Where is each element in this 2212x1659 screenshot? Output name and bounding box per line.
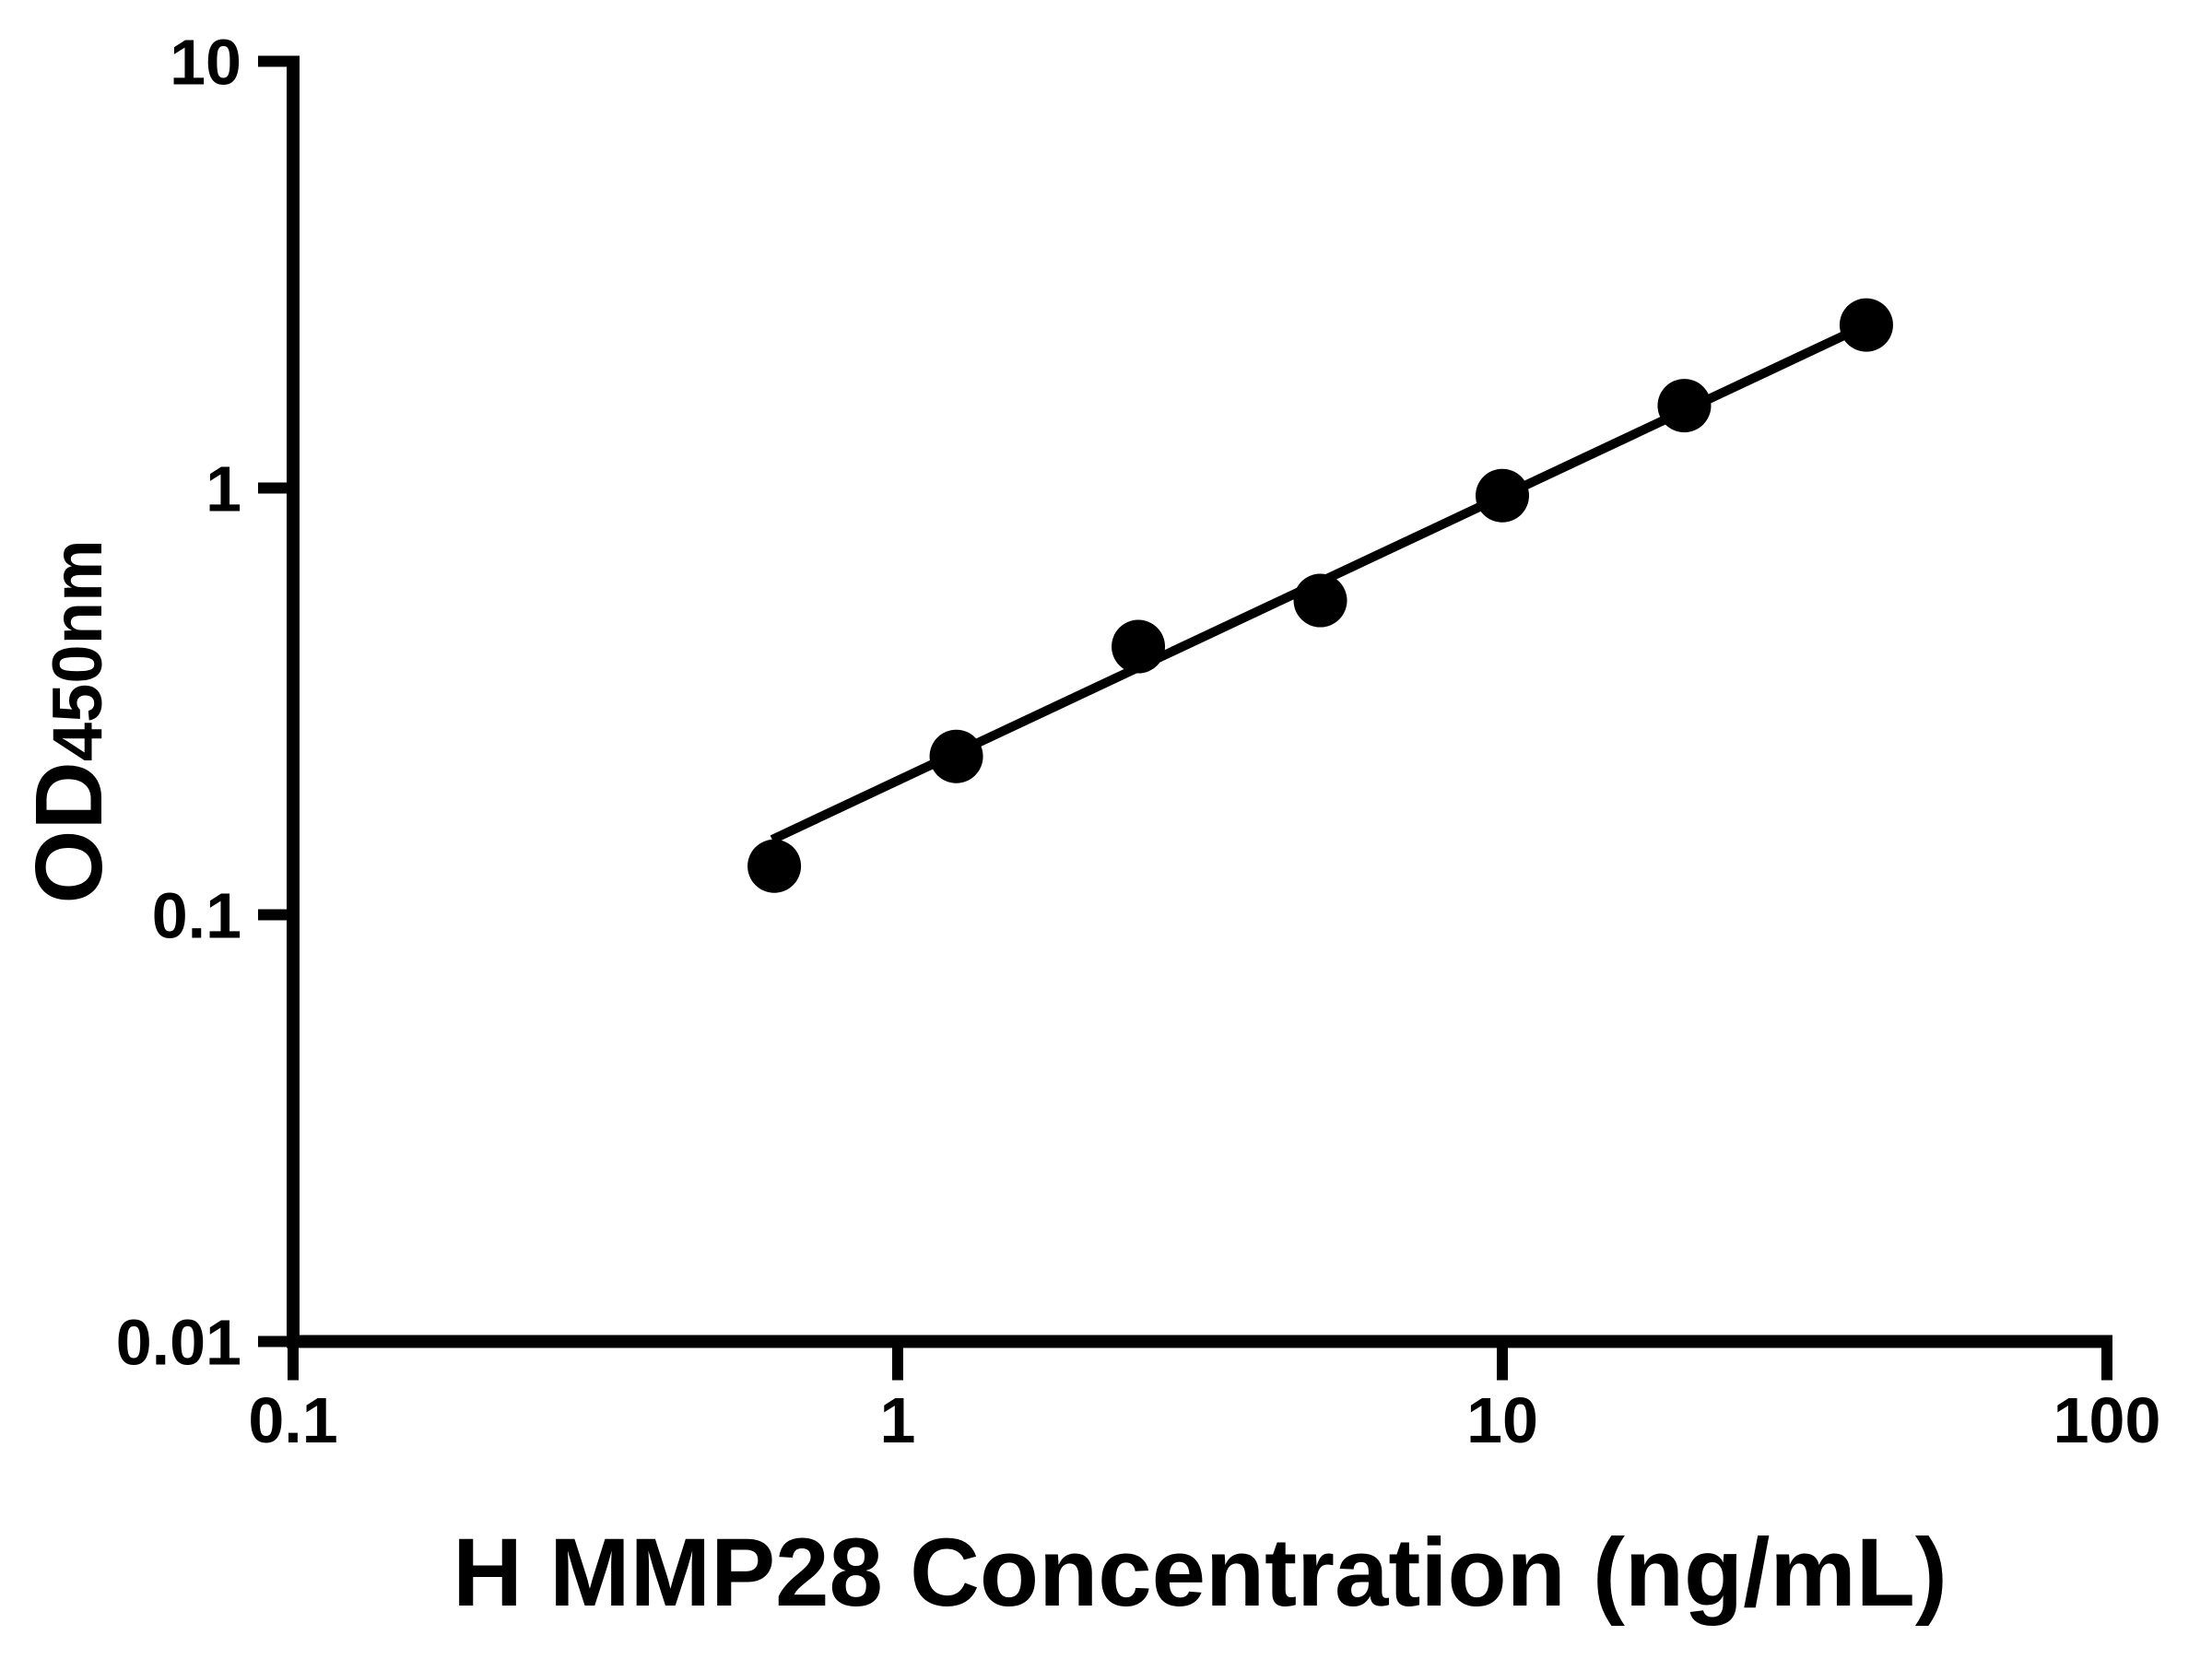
x-tick-label: 10: [1466, 1384, 1538, 1456]
data-point: [1657, 379, 1712, 433]
x-axis-title: H MMP28 Concentration (ng/mL): [278, 1522, 2122, 1624]
y-axis-title-sub: 450nm: [39, 539, 117, 762]
y-tick-label: 10: [170, 27, 241, 99]
y-axis-title-main: OD: [16, 761, 122, 904]
y-axis-title: OD450nm: [15, 539, 124, 903]
x-axis-title-text: H MMP28 Concentration (ng/mL): [453, 1519, 1947, 1627]
data-point: [747, 839, 802, 893]
data-point: [929, 729, 983, 783]
x-tick-label: 100: [2053, 1384, 2161, 1456]
y-tick-label: 0.1: [152, 880, 241, 952]
data-point: [1112, 619, 1166, 674]
data-point: [1476, 468, 1529, 523]
y-tick-label: 1: [206, 453, 241, 525]
x-tick-label: 1: [880, 1384, 916, 1456]
data-point: [1293, 573, 1347, 628]
x-tick-label: 0.1: [248, 1384, 337, 1456]
y-tick-label: 0.01: [116, 1307, 241, 1379]
data-point: [1839, 298, 1893, 352]
